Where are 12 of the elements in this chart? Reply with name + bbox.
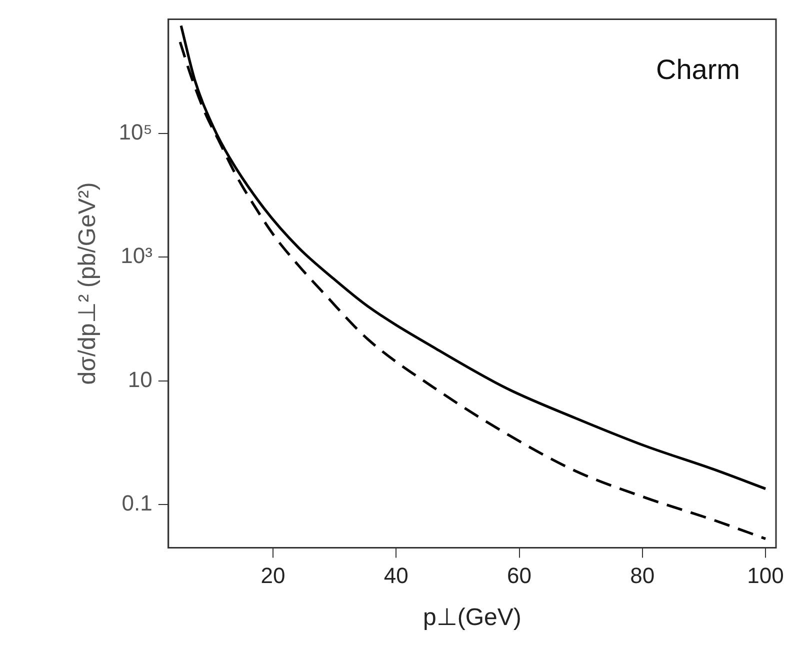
x-tick-label: 80 xyxy=(630,563,655,588)
x-axis-title: p⊥(GeV) xyxy=(423,604,522,632)
x-tick-label: 100 xyxy=(747,563,784,588)
y-tick-label: 10⁵ xyxy=(118,119,152,144)
y-tick-label: 0.1 xyxy=(122,490,152,516)
x-tick-label: 20 xyxy=(260,563,286,588)
y-tick-label: 10³ xyxy=(120,243,152,268)
x-tick-label: 60 xyxy=(507,563,532,588)
annotation: Charm xyxy=(656,54,740,85)
x-tick-label: 40 xyxy=(384,563,408,588)
y-tick-label: 10 xyxy=(128,366,152,392)
y-axis-title: dσ/dp⊥² (pb/GeV²) xyxy=(74,182,102,385)
